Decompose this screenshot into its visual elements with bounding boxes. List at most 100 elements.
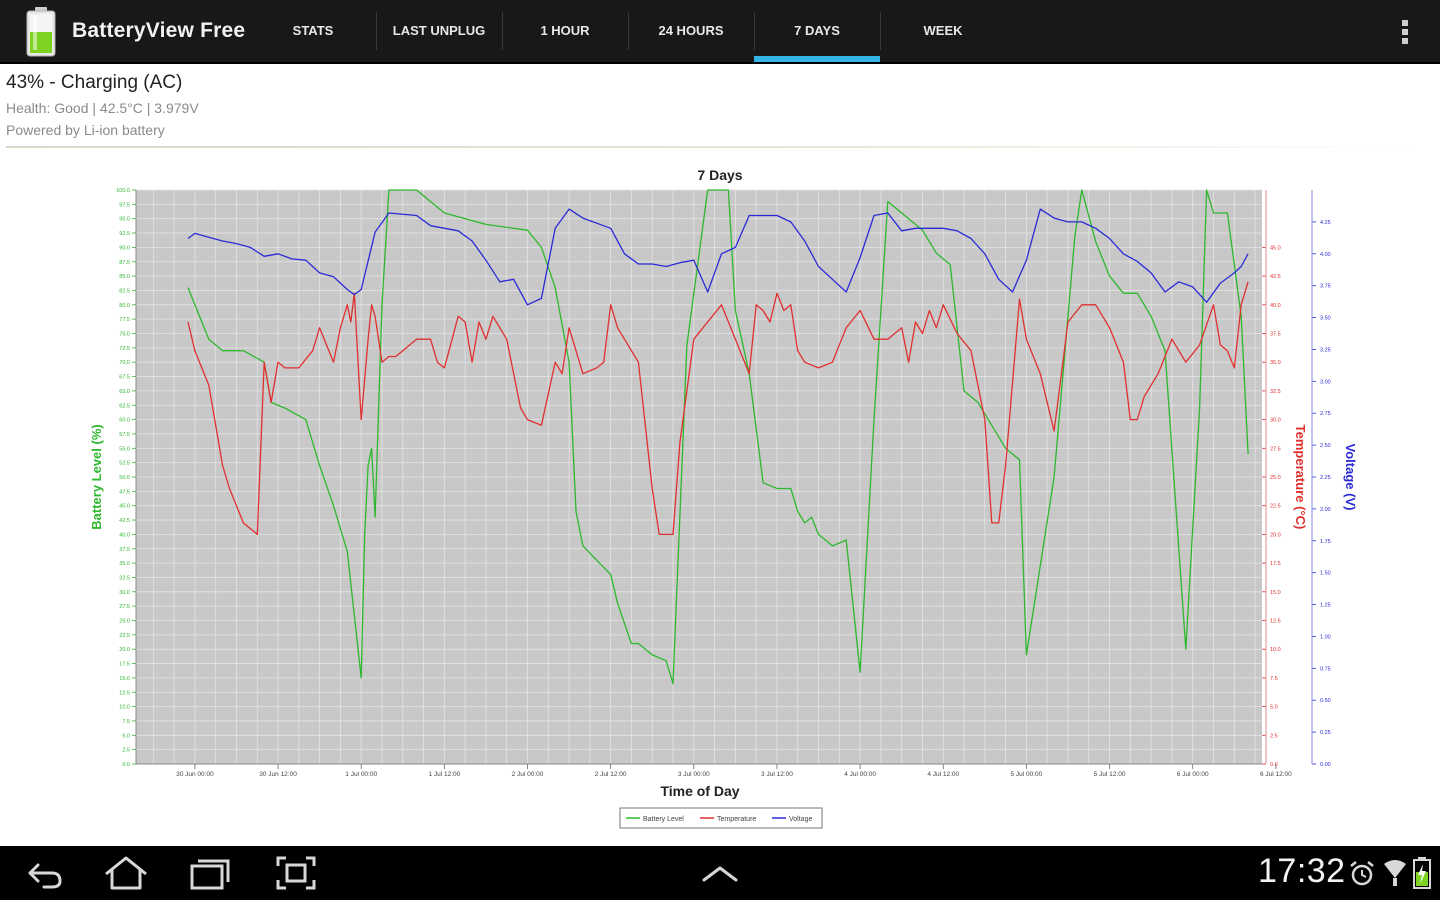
chart-title: 7 Days	[697, 167, 742, 183]
x-tick-label: 4 Jul 12:00	[927, 771, 959, 778]
battery-tick-label: 70.0	[119, 360, 130, 366]
chevron-up-icon[interactable]	[696, 854, 744, 892]
x-tick-label: 30 Jun 12:00	[259, 771, 297, 778]
temperature-tick-label: 32.5	[1270, 389, 1281, 395]
battery-tick-label: 97.5	[119, 202, 130, 208]
temperature-tick-label: 10.0	[1270, 647, 1281, 653]
voltage-tick-label: 0.75	[1320, 666, 1331, 672]
battery-tick-label: 22.5	[119, 633, 130, 639]
battery-tick-label: 75.0	[119, 332, 130, 338]
voltage-axis-label: Voltage (V)	[1343, 444, 1358, 511]
screenshot-button[interactable]	[272, 854, 320, 892]
system-nav-bar	[0, 846, 1440, 900]
voltage-tick-label: 0.25	[1320, 730, 1331, 736]
menu-dot	[1402, 20, 1408, 26]
tab-divider	[376, 12, 377, 50]
battery-tick-label: 37.5	[119, 547, 130, 553]
app-title: BatteryView Free	[72, 19, 246, 42]
tab-label: 24 HOURS	[658, 23, 724, 38]
temperature-tick-label: 17.5	[1270, 561, 1281, 567]
overflow-menu-icon[interactable]	[1394, 14, 1416, 50]
tab-7-days[interactable]: 7 DAYS	[754, 0, 880, 62]
temperature-tick-label: 40.0	[1270, 303, 1281, 309]
tab-divider	[502, 12, 503, 50]
battery-tick-label: 92.5	[119, 231, 130, 237]
battery-tick-label: 27.5	[119, 604, 130, 610]
temperature-tick-label: 35.0	[1270, 360, 1281, 366]
battery-tick-label: 5.0	[122, 733, 130, 739]
tab-label: LAST UNPLUG	[392, 23, 486, 38]
x-tick-label: 6 Jul 00:00	[1177, 771, 1209, 778]
temperature-axis-label: Temperature (°C)	[1293, 425, 1308, 530]
voltage-axis-ticks: 0.00 0.25 0.50 0.75 1.00 1.25 1.50 1.75 2.00 2.25…	[1312, 220, 1331, 768]
battery-tick-label: 25.0	[119, 619, 130, 625]
back-button[interactable]	[20, 854, 68, 892]
temperature-tick-label: 27.5	[1270, 446, 1281, 452]
battery-tick-label: 12.5	[119, 690, 130, 696]
x-tick-label: 1 Jul 00:00	[345, 771, 377, 778]
battery-tick-label: 85.0	[119, 274, 130, 280]
battery-charging-icon	[1413, 857, 1431, 889]
tab-divider	[880, 12, 881, 50]
alarm-icon	[1350, 861, 1374, 886]
battery-tick-label: 50.0	[119, 475, 130, 481]
temperature-tick-label: 12.5	[1270, 619, 1281, 625]
battery-tick-label: 30.0	[119, 590, 130, 596]
voltage-tick-label: 0.50	[1320, 698, 1331, 704]
tab-1-hour[interactable]: 1 HOUR	[502, 0, 628, 62]
tab-last-unplug[interactable]: LAST UNPLUG	[376, 0, 502, 62]
voltage-tick-label: 4.25	[1320, 220, 1331, 226]
x-tick-label: 2 Jul 00:00	[512, 771, 544, 778]
x-tick-label: 3 Jul 12:00	[761, 771, 793, 778]
temperature-axis-ticks: 0.0 2.5 5.0 7.5 10.0 12.5 15.0 17.5 20.0 22.5 25.0…	[1262, 245, 1281, 768]
menu-dot	[1402, 29, 1408, 35]
series-line-temperature	[187, 281, 1249, 536]
battery-tick-label: 55.0	[119, 446, 130, 452]
battery-tick-label: 90.0	[119, 245, 130, 251]
temperature-tick-label: 15.0	[1270, 590, 1281, 596]
voltage-tick-label: 4.00	[1320, 252, 1331, 258]
x-tick-label: 2 Jul 12:00	[595, 771, 627, 778]
battery-tick-label: 67.5	[119, 375, 130, 381]
legend-label-temperature: Temperature	[717, 816, 756, 823]
temperature-tick-label: 30.0	[1270, 418, 1281, 424]
battery-chart[interactable]: 0.0 2.5 5.0 7.5 10.0 12.5 15.0 17.5 20.0 22.5 25.0…	[0, 150, 1440, 840]
tab-24-hours[interactable]: 24 HOURS	[628, 0, 754, 62]
voltage-tick-label: 1.75	[1320, 539, 1331, 545]
temperature-tick-label: 42.5	[1270, 274, 1281, 280]
battery-tick-label: 42.5	[119, 518, 130, 524]
series-lines	[187, 189, 1249, 685]
temperature-tick-label: 2.5	[1270, 733, 1278, 739]
tab-week[interactable]: WEEK	[880, 0, 1006, 62]
status-clock: 17:32	[1258, 852, 1346, 890]
menu-dot	[1402, 38, 1408, 44]
divider	[6, 146, 1420, 148]
voltage-tick-label: 3.25	[1320, 347, 1331, 353]
battery-tick-label: 95.0	[119, 217, 130, 223]
tab-label: WEEK	[923, 23, 963, 38]
home-button[interactable]	[102, 854, 150, 892]
battery-app-icon[interactable]	[24, 6, 58, 58]
battery-tick-label: 45.0	[119, 504, 130, 510]
tab-divider	[754, 12, 755, 50]
battery-tick-label: 60.0	[119, 418, 130, 424]
battery-tick-label: 20.0	[119, 647, 130, 653]
temperature-tick-label: 20.0	[1270, 532, 1281, 538]
voltage-tick-label: 1.25	[1320, 603, 1331, 609]
x-tick-label: 30 Jun 00:00	[176, 771, 214, 778]
battery-tick-label: 77.5	[119, 317, 130, 323]
battery-tick-label: 15.0	[119, 676, 130, 682]
temperature-tick-label: 37.5	[1270, 332, 1281, 338]
temperature-tick-label: 5.0	[1270, 705, 1278, 711]
chart-legend: Battery Level Temperature Voltage	[619, 807, 823, 829]
recent-apps-button[interactable]	[186, 854, 234, 892]
battery-tick-label: 52.5	[119, 461, 130, 467]
battery-tick-label: 7.5	[122, 719, 130, 725]
battery-axis-ticks: 0.0 2.5 5.0 7.5 10.0 12.5 15.0 17.5 20.0 22.5 25.0…	[116, 188, 136, 768]
x-tick-label: 6 Jul 12:00	[1260, 771, 1292, 778]
voltage-tick-label: 2.75	[1320, 411, 1331, 417]
battery-type-line: Powered by Li-ion battery	[6, 122, 165, 138]
battery-tick-label: 72.5	[119, 346, 130, 352]
battery-tick-label: 65.0	[119, 389, 130, 395]
tab-stats[interactable]: STATS	[250, 0, 376, 62]
